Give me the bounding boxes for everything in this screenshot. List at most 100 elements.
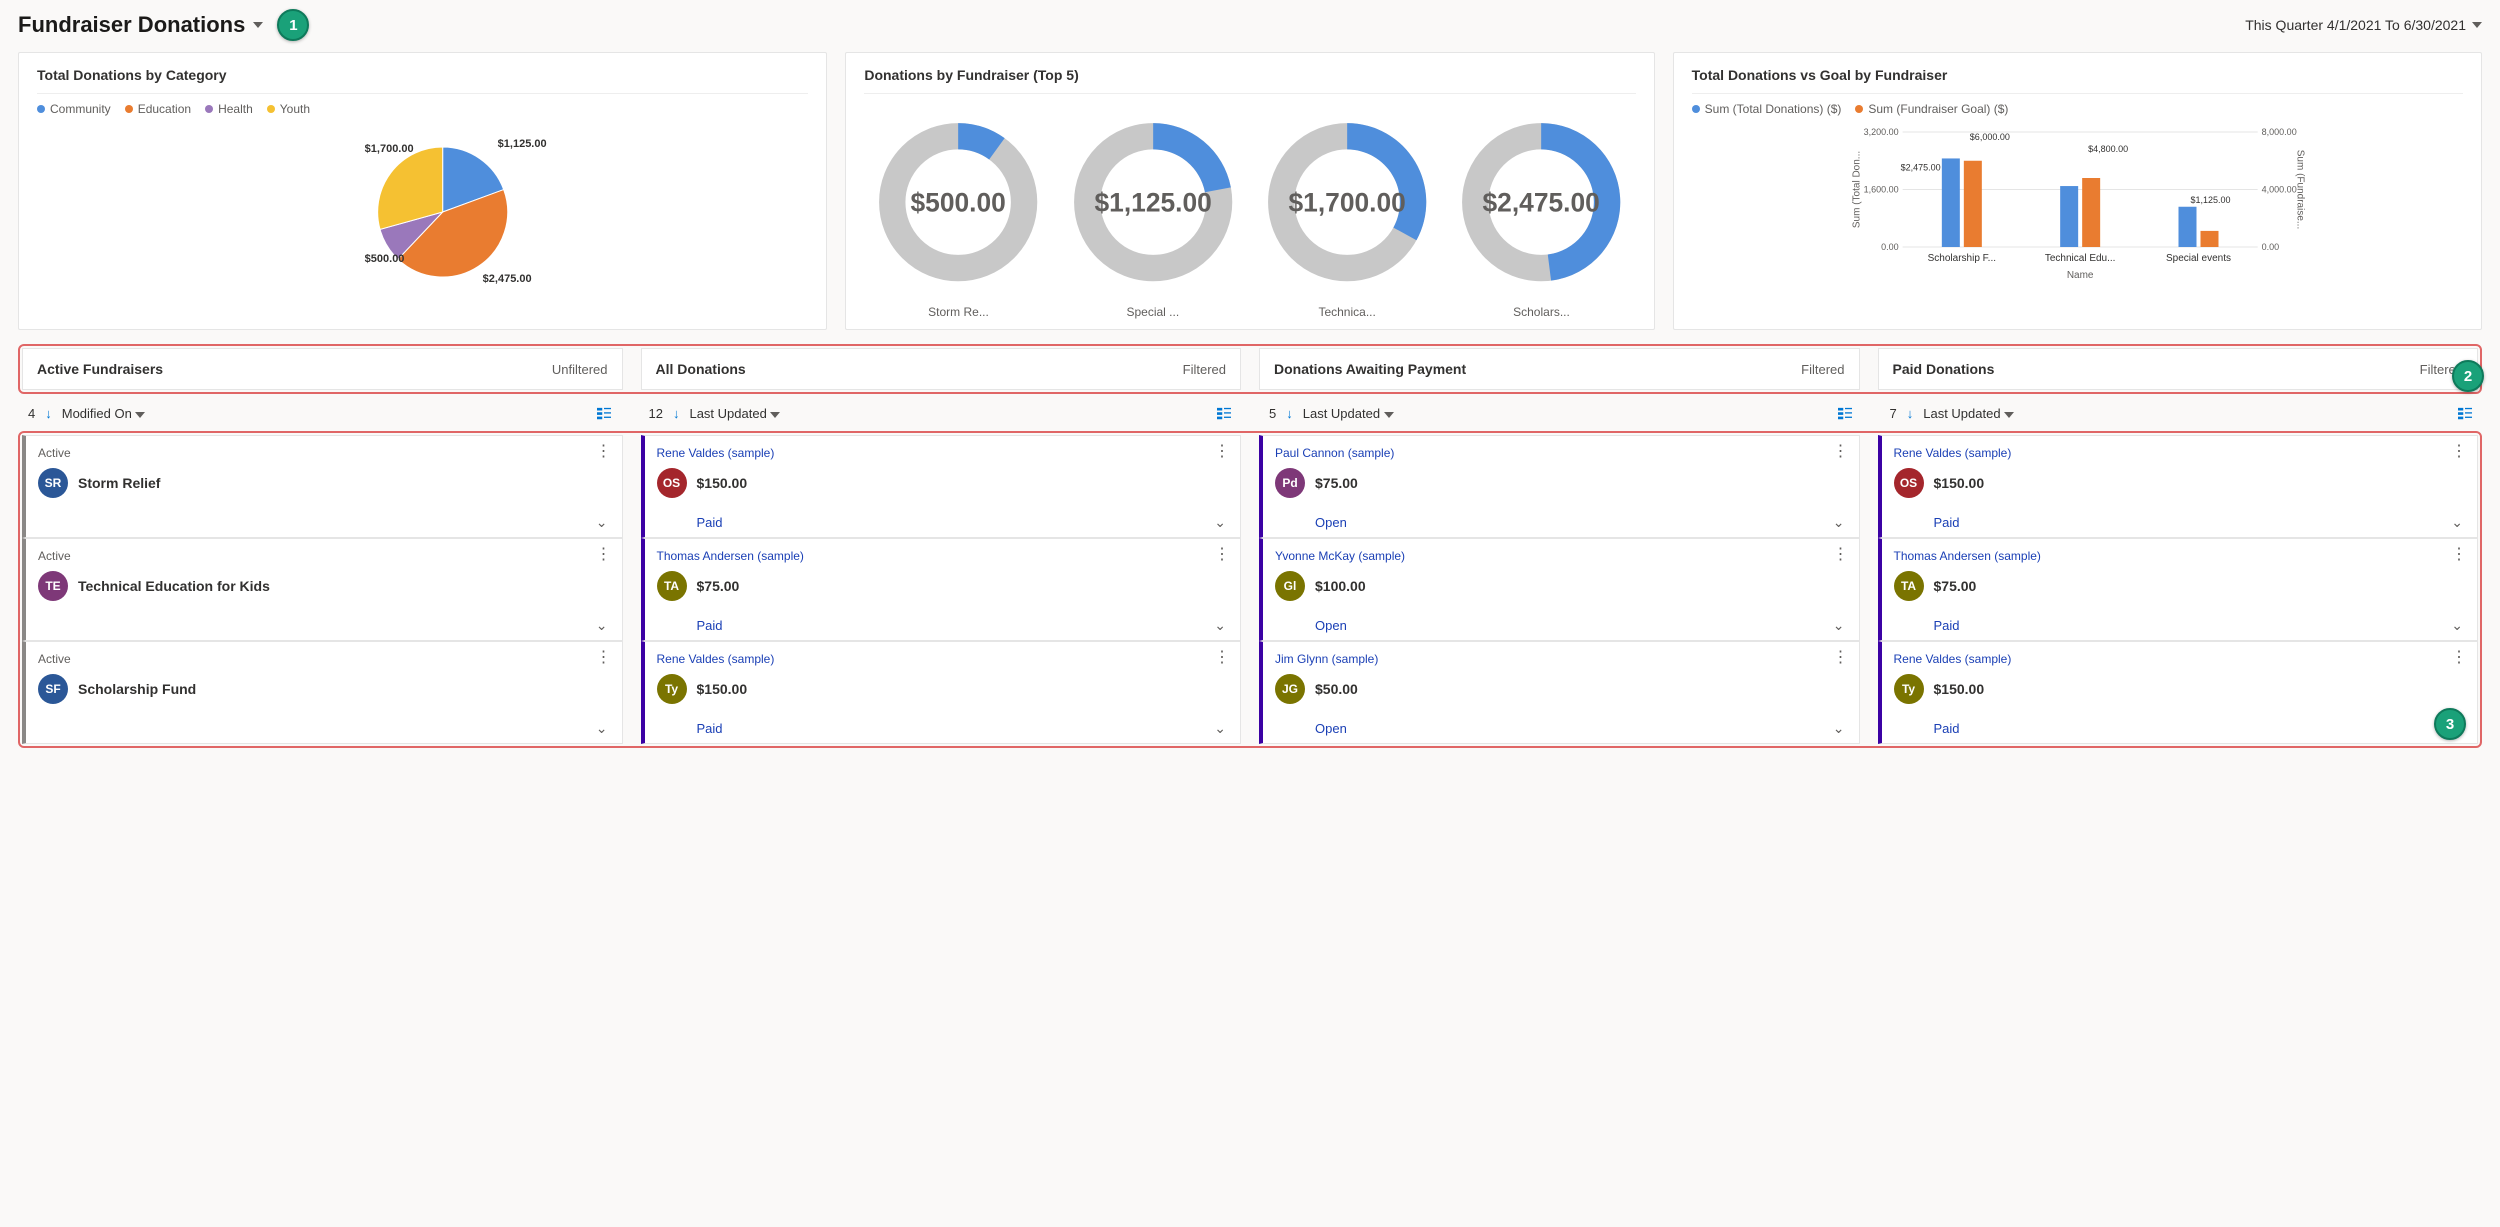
- date-range-dropdown[interactable]: This Quarter 4/1/2021 To 6/30/2021: [2245, 17, 2482, 33]
- legend-item: Youth: [267, 102, 310, 116]
- record-card[interactable]: ⋮ActiveSFScholarship Fund⌄: [22, 641, 623, 744]
- charts-row: Total Donations by Category CommunityEdu…: [18, 52, 2482, 330]
- chart-legend: Sum (Total Donations) ($)Sum (Fundraiser…: [1692, 93, 2463, 116]
- more-actions-icon[interactable]: ⋮: [1833, 650, 1849, 666]
- y-tick-left: 0.00: [1881, 242, 1899, 252]
- lane-toolbar: 12 ↓ Last Updated: [639, 400, 1242, 431]
- record-card[interactable]: ⋮Thomas Andersen (sample)TA$75.00Paid⌄: [1878, 538, 2479, 641]
- card-amount: $75.00: [697, 578, 740, 594]
- more-actions-icon[interactable]: ⋮: [596, 547, 612, 563]
- more-actions-icon[interactable]: ⋮: [2451, 650, 2467, 666]
- lane-count: 12: [649, 406, 663, 421]
- expand-chevron-icon[interactable]: ⌄: [1214, 514, 1226, 531]
- card-contact-link[interactable]: Rene Valdes (sample): [1894, 652, 2012, 666]
- card-contact-link[interactable]: Rene Valdes (sample): [657, 652, 775, 666]
- bar-goal[interactable]: [2200, 231, 2218, 247]
- card-amount: $150.00: [697, 681, 748, 697]
- more-actions-icon[interactable]: ⋮: [596, 444, 612, 460]
- record-card[interactable]: ⋮Rene Valdes (sample)Ty$150.00Paid⌄: [1878, 641, 2479, 744]
- card-payment-status: Paid: [697, 721, 723, 736]
- avatar: OS: [657, 468, 687, 498]
- bar-goal[interactable]: [1963, 161, 1981, 247]
- record-card[interactable]: ⋮ActiveSRStorm Relief⌄: [22, 435, 623, 538]
- sort-arrow-icon[interactable]: ↓: [1286, 406, 1293, 421]
- legend-item: Education: [125, 102, 191, 116]
- lane-header[interactable]: Paid Donations Filtered: [1878, 348, 2479, 390]
- bar-donations[interactable]: [1941, 158, 1959, 247]
- chevron-down-icon: [2004, 412, 2014, 418]
- record-card[interactable]: ⋮ActiveTETechnical Education for Kids⌄: [22, 538, 623, 641]
- record-card[interactable]: ⋮Paul Cannon (sample)Pd$75.00Open⌄: [1259, 435, 1860, 538]
- y-axis-label-left: Sum (Total Don...: [1851, 151, 1862, 228]
- lane-toolbar: 5 ↓ Last Updated: [1259, 400, 1862, 431]
- card-contact-link[interactable]: Yvonne McKay (sample): [1275, 549, 1405, 563]
- sort-field-dropdown[interactable]: Last Updated: [689, 406, 780, 421]
- donut-chart[interactable]: $1,700.00Technica...: [1253, 108, 1441, 319]
- lane-header[interactable]: Active Fundraisers Unfiltered: [22, 348, 623, 390]
- page-title-dropdown[interactable]: Fundraiser Donations 1: [18, 12, 271, 38]
- donut-chart[interactable]: $2,475.00Scholars...: [1447, 108, 1635, 319]
- view-switch-icon[interactable]: [1217, 407, 1231, 421]
- more-actions-icon[interactable]: ⋮: [1214, 650, 1230, 666]
- more-actions-icon[interactable]: ⋮: [1833, 444, 1849, 460]
- more-actions-icon[interactable]: ⋮: [2451, 444, 2467, 460]
- card-title: Technical Education for Kids: [78, 578, 270, 594]
- donut-svg: $1,700.00: [1253, 108, 1441, 296]
- bar-donations[interactable]: [2060, 186, 2078, 247]
- card-contact-link[interactable]: Rene Valdes (sample): [1894, 446, 2012, 460]
- more-actions-icon[interactable]: ⋮: [1833, 547, 1849, 563]
- y-tick-left: 3,200.00: [1863, 127, 1898, 137]
- donut-chart[interactable]: $1,125.00Special ...: [1059, 108, 1247, 319]
- bar-value-label: $1,125.00: [2190, 195, 2230, 205]
- expand-chevron-icon[interactable]: ⌄: [596, 514, 608, 531]
- expand-chevron-icon[interactable]: ⌄: [2451, 617, 2463, 634]
- sort-field-dropdown[interactable]: Last Updated: [1923, 406, 2014, 421]
- bar-goal[interactable]: [2082, 178, 2100, 247]
- sort-arrow-icon[interactable]: ↓: [673, 406, 680, 421]
- sort-field-dropdown[interactable]: Last Updated: [1303, 406, 1394, 421]
- view-switch-icon[interactable]: [1838, 407, 1852, 421]
- chart-legend: CommunityEducationHealthYouth: [37, 93, 808, 116]
- sort-arrow-icon[interactable]: ↓: [45, 406, 52, 421]
- more-actions-icon[interactable]: ⋮: [2451, 547, 2467, 563]
- expand-chevron-icon[interactable]: ⌄: [1833, 720, 1845, 737]
- bar-donations[interactable]: [2178, 207, 2196, 247]
- avatar: Pd: [1275, 468, 1305, 498]
- view-switch-icon[interactable]: [597, 407, 611, 421]
- card-payment-status: Paid: [697, 515, 723, 530]
- record-card[interactable]: ⋮Yvonne McKay (sample)Gl$100.00Open⌄: [1259, 538, 1860, 641]
- expand-chevron-icon[interactable]: ⌄: [1214, 720, 1226, 737]
- expand-chevron-icon[interactable]: ⌄: [596, 720, 608, 737]
- record-card[interactable]: ⋮Jim Glynn (sample)JG$50.00Open⌄: [1259, 641, 1860, 744]
- expand-chevron-icon[interactable]: ⌄: [1833, 514, 1845, 531]
- record-card[interactable]: ⋮Thomas Andersen (sample)TA$75.00Paid⌄: [641, 538, 1242, 641]
- lane-header[interactable]: Donations Awaiting Payment Filtered: [1259, 348, 1860, 390]
- card-contact-link[interactable]: Thomas Andersen (sample): [1894, 549, 2041, 563]
- sort-field-dropdown[interactable]: Modified On: [62, 406, 146, 421]
- more-actions-icon[interactable]: ⋮: [596, 650, 612, 666]
- x-category-label: Special events: [2166, 253, 2231, 264]
- card-payment-status: Open: [1315, 721, 1347, 736]
- view-switch-icon[interactable]: [2458, 407, 2472, 421]
- card-contact-link[interactable]: Jim Glynn (sample): [1275, 652, 1378, 666]
- expand-chevron-icon[interactable]: ⌄: [596, 617, 608, 634]
- avatar: Gl: [1275, 571, 1305, 601]
- expand-chevron-icon[interactable]: ⌄: [1214, 617, 1226, 634]
- chart-card-vs-goal: Total Donations vs Goal by Fundraiser Su…: [1673, 52, 2482, 330]
- expand-chevron-icon[interactable]: ⌄: [2451, 514, 2463, 531]
- card-contact-link[interactable]: Thomas Andersen (sample): [657, 549, 804, 563]
- record-card[interactable]: ⋮Rene Valdes (sample)Ty$150.00Paid⌄: [641, 641, 1242, 744]
- donut-chart[interactable]: $500.00Storm Re...: [864, 108, 1052, 319]
- card-contact-link[interactable]: Paul Cannon (sample): [1275, 446, 1394, 460]
- record-card[interactable]: ⋮Rene Valdes (sample)OS$150.00Paid⌄: [641, 435, 1242, 538]
- sort-arrow-icon[interactable]: ↓: [1907, 406, 1914, 421]
- legend-label: Education: [138, 102, 191, 116]
- more-actions-icon[interactable]: ⋮: [1214, 547, 1230, 563]
- record-card[interactable]: ⋮Rene Valdes (sample)OS$150.00Paid⌄: [1878, 435, 2479, 538]
- card-amount: $100.00: [1315, 578, 1366, 594]
- avatar: TA: [1894, 571, 1924, 601]
- more-actions-icon[interactable]: ⋮: [1214, 444, 1230, 460]
- lane-header[interactable]: All Donations Filtered: [641, 348, 1242, 390]
- expand-chevron-icon[interactable]: ⌄: [1833, 617, 1845, 634]
- card-contact-link[interactable]: Rene Valdes (sample): [657, 446, 775, 460]
